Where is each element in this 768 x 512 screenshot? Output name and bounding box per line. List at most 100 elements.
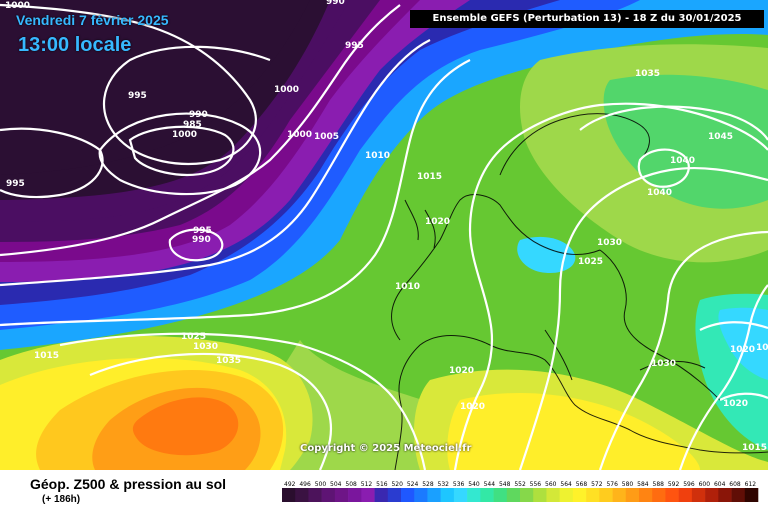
legend-tick-label: 524 bbox=[407, 481, 419, 488]
legend-swatch bbox=[427, 488, 441, 502]
isobar-line bbox=[678, 284, 768, 470]
forecast-hour: (+ 186h) bbox=[42, 494, 81, 505]
isobar-value-label: 1000 bbox=[274, 85, 299, 95]
legend-tick-label: 544 bbox=[484, 481, 496, 488]
isobar-line bbox=[699, 321, 768, 331]
legend-swatch bbox=[480, 488, 494, 502]
legend-swatch bbox=[665, 488, 679, 502]
legend-swatch bbox=[718, 488, 732, 502]
legend-swatch bbox=[744, 488, 759, 502]
legend-swatch bbox=[520, 488, 534, 502]
isobar-line bbox=[0, 59, 471, 327]
model-run-info: Ensemble GEFS (Perturbation 13) - 18 Z d… bbox=[410, 10, 764, 28]
copyright-notice: Copyright © 2025 Meteociel.fr bbox=[300, 443, 472, 454]
legend-swatch bbox=[295, 488, 309, 502]
legend-swatch bbox=[506, 488, 521, 502]
legend-tick-label: 508 bbox=[345, 481, 357, 488]
isobar-line bbox=[59, 332, 427, 470]
geopotential-band bbox=[517, 236, 576, 274]
legend-tick-label: 548 bbox=[499, 481, 511, 488]
coastline bbox=[391, 194, 601, 341]
legend-swatch bbox=[453, 488, 468, 502]
legend-swatch bbox=[612, 488, 627, 502]
legend-tick-label: 564 bbox=[560, 481, 572, 488]
isobar-value-label: 995 bbox=[193, 226, 212, 236]
coastline bbox=[394, 335, 768, 470]
legend-swatch bbox=[493, 488, 508, 502]
isobar-line bbox=[579, 105, 768, 141]
isobar-value-label: 1025 bbox=[181, 332, 206, 342]
coastline bbox=[499, 113, 650, 176]
isobar-value-label: 990 bbox=[192, 235, 211, 245]
isobar-value-label: 1030 bbox=[597, 238, 622, 248]
isobar-line bbox=[453, 102, 768, 470]
isobar-line bbox=[518, 166, 768, 470]
isobar-value-label: 1040 bbox=[670, 156, 695, 166]
parameter-title: Géop. Z500 & pression au sol bbox=[30, 476, 227, 492]
isobar-value-label: 1020 bbox=[460, 402, 485, 412]
isobar-line bbox=[0, 127, 104, 199]
isobar-value-label: 1020 bbox=[449, 366, 474, 376]
legend-swatch bbox=[559, 488, 574, 502]
isobar-value-label: 1010 bbox=[395, 282, 420, 292]
legend-tick-label: 572 bbox=[591, 481, 603, 488]
geopotential-band bbox=[0, 0, 310, 175]
legend-tick-label: 536 bbox=[453, 481, 465, 488]
isobar-value-label: 1015 bbox=[756, 343, 768, 353]
isobar-value-label: 995 bbox=[345, 41, 364, 51]
isobar-line bbox=[168, 228, 224, 262]
legend-swatch bbox=[533, 488, 547, 502]
isobar-value-label: 1045 bbox=[708, 132, 733, 142]
isobar-value-label: 990 bbox=[189, 110, 208, 120]
isobar-value-label: 1035 bbox=[635, 69, 660, 79]
geopotential-band bbox=[718, 307, 768, 380]
isobar-value-label: 1020 bbox=[425, 217, 450, 227]
legend-tick-label: 596 bbox=[683, 481, 695, 488]
geopotential-band bbox=[132, 397, 239, 456]
coastline bbox=[404, 199, 436, 249]
isobar-value-label: 1020 bbox=[723, 399, 748, 409]
color-legend: 492 496 500 504 508 512 516 520 524 528 532 536 540 5… bbox=[282, 481, 759, 502]
isobar-value-label: 1010 bbox=[365, 151, 390, 161]
legend-swatch bbox=[440, 488, 455, 502]
legend-swatch bbox=[691, 488, 706, 502]
isobar-line bbox=[0, 39, 431, 287]
legend-tick-label: 592 bbox=[668, 481, 680, 488]
isobar-value-label: 1025 bbox=[578, 257, 603, 267]
forecast-time: 13:00 locale bbox=[18, 34, 132, 56]
isobar-value-label: 990 bbox=[326, 0, 345, 7]
legend-swatch bbox=[625, 488, 640, 502]
legend-tick-label: 560 bbox=[545, 481, 557, 488]
isobar-value-label: 1015 bbox=[34, 351, 59, 361]
isobar-value-label: 1040 bbox=[647, 188, 672, 198]
legend-tick-label: 608 bbox=[729, 481, 741, 488]
isobar-value-label: 1000 bbox=[172, 130, 197, 140]
legend-tick-label: 568 bbox=[576, 481, 588, 488]
isobar-line bbox=[128, 125, 235, 176]
legend-swatch bbox=[639, 488, 653, 502]
legend-swatch bbox=[401, 488, 415, 502]
legend-tick-label: 496 bbox=[299, 481, 311, 488]
legend-swatch bbox=[414, 488, 428, 502]
isobar-value-label: 1015 bbox=[417, 172, 442, 182]
legend-swatch bbox=[467, 488, 481, 502]
legend-tick-label: 584 bbox=[637, 481, 649, 488]
isobar-value-label: 995 bbox=[6, 179, 25, 189]
legend-tick-label: 600 bbox=[699, 481, 711, 488]
isobar-line bbox=[598, 230, 768, 470]
legend-swatch bbox=[361, 488, 375, 502]
legend-swatch bbox=[282, 488, 296, 502]
legend-tick-label: 540 bbox=[468, 481, 480, 488]
isobar-value-label: 1030 bbox=[193, 342, 218, 352]
legend-swatch bbox=[586, 488, 600, 502]
isobar-line bbox=[89, 352, 332, 470]
legend-tick-label: 612 bbox=[745, 481, 757, 488]
isobar-line bbox=[98, 112, 262, 196]
legend-swatch bbox=[387, 488, 402, 502]
legend-swatch bbox=[321, 488, 336, 502]
coastline bbox=[639, 360, 706, 371]
legend-tick-label: 500 bbox=[315, 481, 327, 488]
isobar-value-label: 985 bbox=[183, 120, 202, 130]
isobar-line bbox=[637, 148, 690, 188]
